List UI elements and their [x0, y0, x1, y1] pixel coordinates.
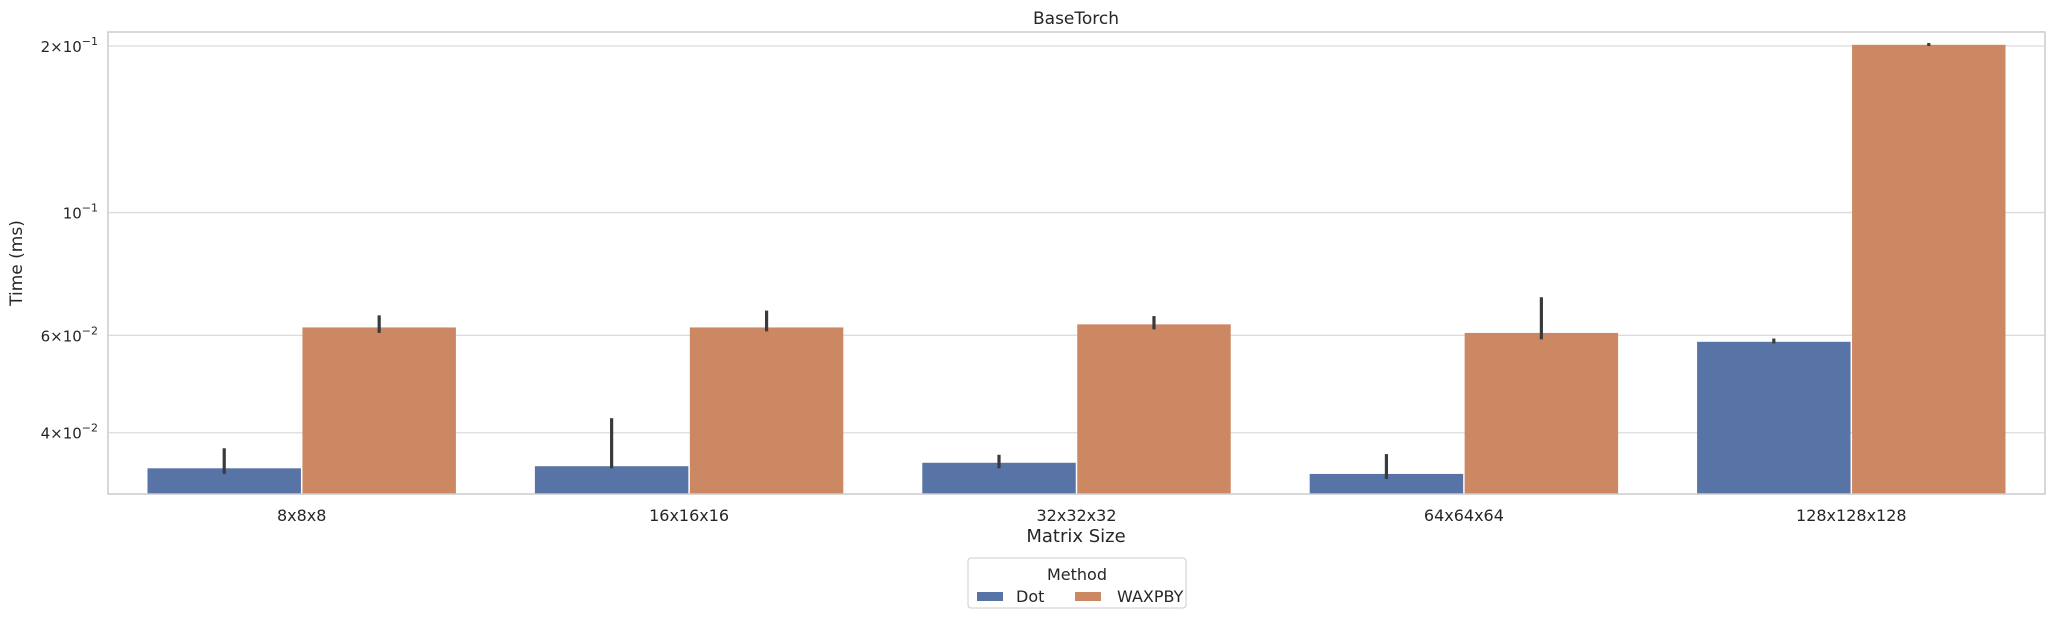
legend: Method Dot WAXPBY [967, 557, 1187, 609]
plot-frame [107, 31, 2046, 495]
y-tick-label: 2×10−1 [41, 35, 98, 56]
bar-waxpby-16x16x16 [689, 327, 844, 494]
bars [147, 44, 2006, 494]
legend-swatch-dot [977, 592, 1003, 601]
bar-dot-128x128x128 [1697, 341, 1851, 494]
y-tick-label: 6×10−2 [41, 324, 98, 345]
chart-title: BaseTorch [1033, 9, 1119, 29]
bar-waxpby-128x128x128 [1852, 44, 2006, 494]
error-bars [222, 43, 1931, 479]
y-tick-label: 4×10−2 [41, 422, 98, 443]
bar-waxpby-64x64x64 [1464, 332, 1619, 494]
bar-waxpby-8x8x8 [302, 327, 456, 494]
legend-box [967, 557, 1187, 609]
x-tick-label: 32x32x32 [1036, 506, 1116, 525]
legend-label-waxpby: WAXPBY [1117, 587, 1184, 606]
bar-waxpby-32x32x32 [1077, 324, 1231, 494]
legend-swatch-waxpby [1075, 592, 1101, 601]
x-tick-labels: 8x8x8 16x16x16 32x32x32 64x64x64 128x128x128 [277, 506, 1907, 525]
y-tick-label: 10−1 [63, 202, 98, 223]
x-axis-label: Matrix Size [1026, 526, 1125, 547]
x-tick-label: 16x16x16 [649, 506, 729, 525]
x-tick-label: 128x128x128 [1796, 506, 1907, 525]
bar-dot-64x64x64 [1309, 473, 1464, 494]
x-tick-label: 64x64x64 [1424, 506, 1504, 525]
legend-label-dot: Dot [1016, 587, 1044, 606]
legend-title: Method [1047, 565, 1107, 584]
y-tick-labels: 4×10−2 6×10−2 10−1 2×10−1 [41, 35, 98, 443]
bar-dot-16x16x16 [534, 466, 689, 494]
x-tick-label: 8x8x8 [277, 506, 326, 525]
y-axis-label: Time (ms) [7, 220, 27, 307]
